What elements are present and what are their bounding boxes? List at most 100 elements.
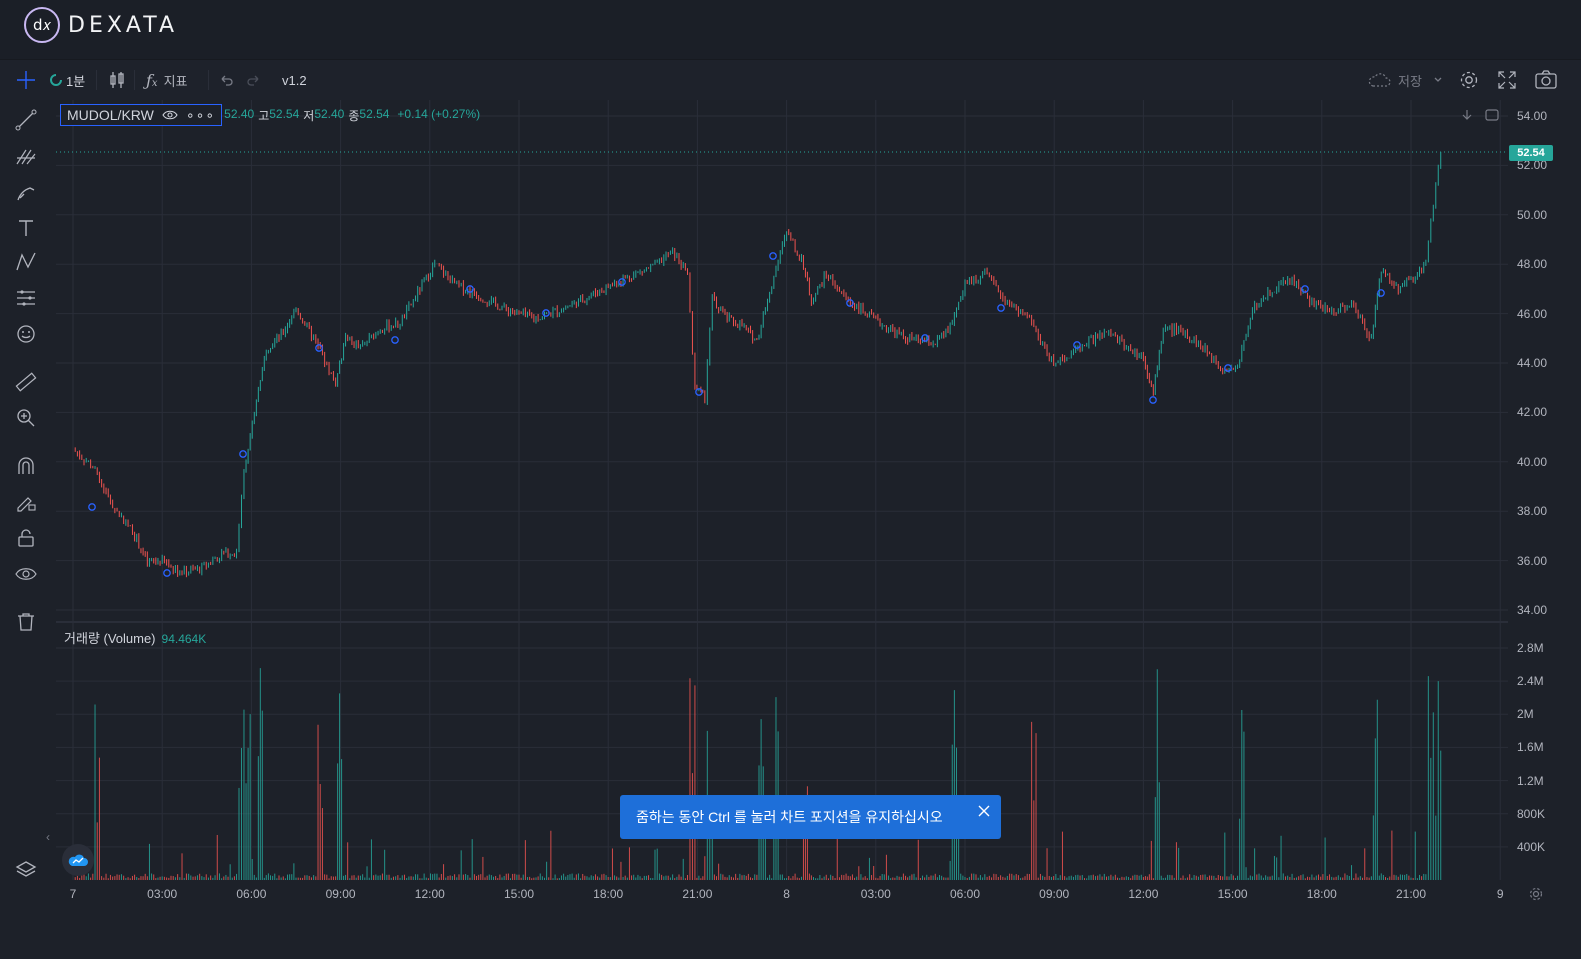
collapse-arrow-icon[interactable]: ‹	[46, 830, 50, 844]
time-axis-label: 06:00	[236, 887, 267, 901]
event-marker	[315, 344, 323, 352]
indicators-button[interactable]: ƒx 지표	[146, 60, 187, 100]
time-axis[interactable]: 7 03:00 06:00 09:00 12:00 15:00 18:00 21:00 8 03:…	[56, 880, 1508, 906]
event-marker	[163, 569, 171, 577]
emoji-tool[interactable]	[12, 320, 40, 348]
layers-icon	[15, 861, 37, 877]
save-button[interactable]: 저장	[1366, 60, 1422, 100]
gear-icon	[1460, 71, 1478, 89]
prediction-tool[interactable]	[12, 284, 40, 312]
chart-toolbar: 1분 ƒx 지표 v1.2 저장	[0, 60, 1581, 100]
volume-axis-label: 1.6M	[1517, 740, 1544, 755]
volume-axis-label: 2.8M	[1517, 641, 1544, 655]
cloud-chart-icon	[68, 854, 88, 866]
ruler-tool[interactable]	[12, 368, 40, 396]
volume-axis-label: 2.4M	[1517, 674, 1544, 689]
price-axis-label: 34.00	[1517, 603, 1548, 617]
magnet-tool[interactable]	[12, 452, 40, 480]
event-marker	[466, 285, 474, 293]
redo-button[interactable]	[246, 60, 262, 100]
price-axis-label: 48.00	[1517, 257, 1548, 272]
brand-logo[interactable]: d𝑥 DEXATA	[24, 7, 178, 43]
close-value: 52.54	[359, 106, 390, 121]
maximize-pane-button[interactable]	[1482, 106, 1502, 124]
interval-button[interactable]: 1분	[50, 60, 85, 100]
low-value: 52.40	[314, 106, 345, 121]
event-marker	[88, 503, 96, 511]
event-marker	[921, 334, 929, 342]
high-value: 52.54	[269, 106, 300, 121]
pitchfork-icon	[16, 149, 36, 165]
symbol-box[interactable]: MUDOL/KRW ∘∘∘	[60, 104, 223, 126]
top-bar: d𝑥 DEXATA	[0, 0, 1581, 60]
price-axis[interactable]: 54.00 52.00 50.00 48.00 46.00 44.00 42.00 40.00…	[1508, 100, 1581, 880]
volume-label: 거래량 (Volume)	[64, 631, 156, 646]
toast-message: 줌하는 동안 Ctrl 를 눌러 차트 포지션을 유지하십시오	[636, 809, 943, 825]
trendline-tool[interactable]	[12, 106, 40, 134]
gear-icon	[1529, 887, 1543, 901]
camera-icon	[1535, 70, 1557, 89]
symbol-legend: MUDOL/KRW ∘∘∘ 52.40 고 52.54 저 52.40 종 52.54…	[60, 104, 480, 126]
chevron-down-icon	[1434, 77, 1442, 82]
text-tool[interactable]	[12, 214, 40, 242]
price-axis-label: 46.00	[1517, 306, 1548, 321]
divider	[134, 70, 135, 90]
time-axis-label: 18:00	[593, 887, 624, 901]
settings-button[interactable]	[1458, 60, 1480, 100]
trash-icon	[18, 613, 34, 631]
time-axis-label: 06:00	[949, 887, 981, 901]
fib-tool[interactable]	[12, 142, 40, 170]
price-axis-label: 42.00	[1517, 405, 1548, 420]
fullscreen-button[interactable]	[1496, 60, 1518, 100]
undo-button[interactable]	[218, 60, 234, 100]
more-icon[interactable]: ∘∘∘	[185, 106, 216, 123]
time-axis-label: 18:00	[1306, 887, 1337, 901]
object-tree-button[interactable]	[12, 856, 40, 884]
event-marker	[1224, 364, 1232, 372]
drawing-toolbar	[0, 100, 52, 900]
zoom-tool[interactable]	[12, 404, 40, 432]
axis-settings-button[interactable]	[1528, 886, 1544, 907]
lock-all-tool[interactable]	[12, 524, 40, 552]
save-dropdown-button[interactable]	[1433, 60, 1443, 100]
zoom-hint-toast: 줌하는 동안 Ctrl 를 눌러 차트 포지션을 유지하십시오	[620, 795, 1001, 839]
price-axis-label: 52.00	[1517, 158, 1548, 173]
crosshair-tool-button[interactable]	[14, 60, 38, 100]
remove-drawings-tool[interactable]	[12, 608, 40, 636]
event-marker	[542, 309, 550, 317]
pattern-icon	[16, 252, 36, 271]
smiley-icon	[17, 325, 35, 343]
eye-icon	[15, 568, 37, 580]
scroll-to-latest-button[interactable]	[1457, 106, 1477, 124]
eye-icon[interactable]	[162, 109, 178, 121]
unlock-icon	[18, 529, 34, 547]
close-icon[interactable]	[977, 804, 991, 818]
pattern-tool[interactable]	[12, 248, 40, 276]
brush-icon	[17, 187, 35, 201]
time-axis-label: 9	[1496, 887, 1504, 901]
fullscreen-icon	[1498, 71, 1516, 89]
time-axis-label: 7	[69, 887, 77, 901]
brush-tool[interactable]	[12, 178, 40, 206]
cloud-data-button[interactable]	[62, 844, 94, 876]
time-axis-label: 09:00	[1039, 887, 1070, 901]
chart-pane[interactable]	[56, 100, 1508, 880]
open-value: 52.40	[224, 106, 255, 121]
volume-legend: 거래량 (Volume) 94.464K	[64, 628, 206, 647]
chart-type-button[interactable]	[108, 60, 126, 100]
event-marker	[618, 278, 626, 286]
screenshot-button[interactable]	[1534, 60, 1558, 100]
event-marker	[1149, 396, 1157, 404]
price-axis-label: 36.00	[1517, 553, 1548, 568]
indicators-label: 지표	[163, 73, 188, 89]
lock-drawings-tool[interactable]	[12, 488, 40, 516]
time-axis-label: 15:00	[1217, 887, 1248, 901]
divider	[208, 70, 209, 90]
cloud-icon	[1368, 73, 1391, 87]
hide-drawings-tool[interactable]	[12, 560, 40, 588]
fx-icon: ƒx	[146, 70, 158, 90]
ruler-icon	[15, 372, 37, 392]
divider	[96, 70, 97, 90]
chart-canvas[interactable]	[56, 100, 1508, 880]
time-axis-label: 03:00	[147, 887, 178, 901]
